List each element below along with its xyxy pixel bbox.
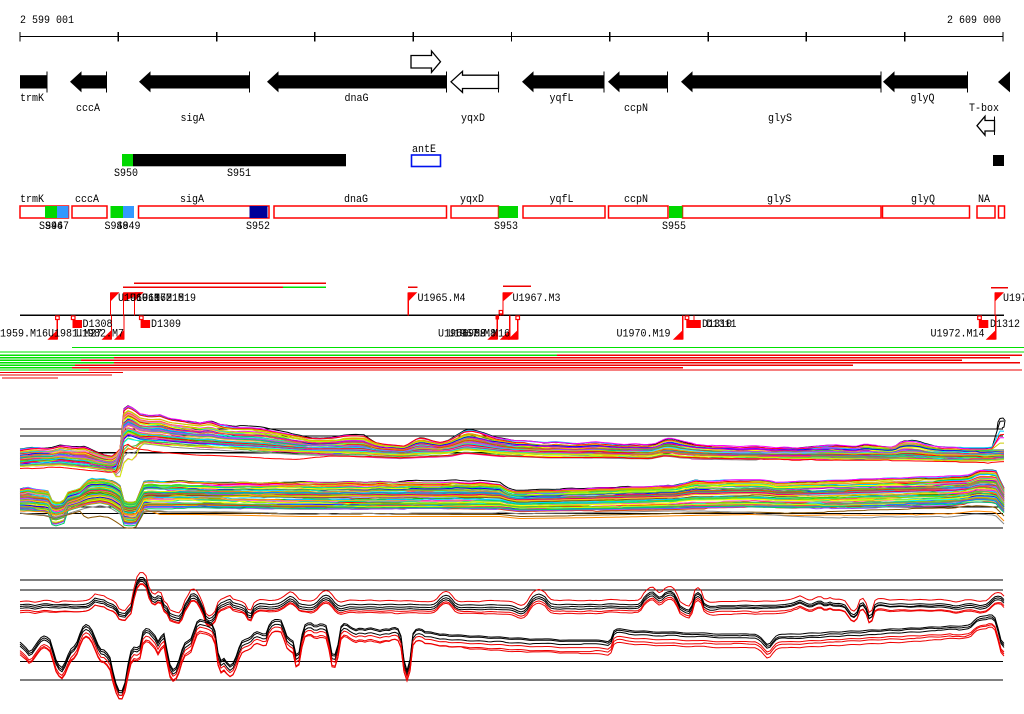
svg-text:U1968.M16: U1968.M16 — [456, 329, 510, 341]
svg-text:glyS: glyS — [768, 113, 792, 125]
svg-text:glyS: glyS — [767, 194, 791, 206]
svg-text:yqxD: yqxD — [460, 194, 484, 206]
svg-text:sigA: sigA — [181, 113, 205, 125]
svg-text:U1981.M27: U1981.M27 — [48, 329, 102, 341]
svg-text:yqfL: yqfL — [550, 93, 574, 105]
svg-text:S949: S949 — [117, 221, 141, 233]
svg-text:ccpN: ccpN — [624, 194, 648, 206]
svg-text:ccpN: ccpN — [624, 103, 648, 115]
svg-text:U1967.M3: U1967.M3 — [513, 293, 561, 305]
svg-text:U1972.M4: U1972.M4 — [1003, 293, 1024, 305]
svg-text:dnaG: dnaG — [344, 194, 368, 206]
svg-text:2 599 001: 2 599 001 — [20, 15, 74, 27]
svg-text:U1967.M8: U1967.M8 — [448, 329, 496, 341]
svg-text:glyQ: glyQ — [911, 93, 935, 105]
svg-text:U1959.M16: U1959.M16 — [0, 329, 48, 341]
svg-text:dnaG: dnaG — [345, 93, 369, 105]
svg-text:antE: antE — [412, 144, 436, 156]
svg-text:S948: S948 — [105, 221, 129, 233]
svg-text:S947: S947 — [45, 221, 69, 233]
svg-text:D1310: D1310 — [702, 319, 732, 331]
svg-text:S952: S952 — [246, 221, 270, 233]
svg-text:D1311: D1311 — [707, 319, 737, 331]
svg-text:S946: S946 — [39, 221, 63, 233]
svg-text:yqfL: yqfL — [550, 194, 574, 206]
svg-text:trmK: trmK — [20, 93, 44, 105]
svg-text:U1965.M4: U1965.M4 — [418, 293, 466, 305]
svg-text:S951: S951 — [227, 168, 251, 180]
svg-text:glyQ: glyQ — [911, 194, 935, 206]
svg-text:U1982.M7: U1982.M7 — [76, 329, 124, 341]
svg-text:cccA: cccA — [76, 103, 100, 115]
svg-text:yqxD: yqxD — [461, 113, 485, 125]
svg-text:cccA: cccA — [75, 194, 99, 206]
svg-text:U1960.M7: U1960.M7 — [118, 293, 166, 305]
svg-text:S953: S953 — [494, 221, 518, 233]
svg-text:U1962.M19: U1962.M19 — [142, 293, 196, 305]
svg-text:S950: S950 — [114, 168, 138, 180]
svg-text:U1966.M9: U1966.M9 — [438, 329, 486, 341]
svg-text:2 609 000: 2 609 000 — [947, 15, 1001, 27]
svg-text:U1970.M19: U1970.M19 — [617, 329, 671, 341]
svg-text:U1972.M14: U1972.M14 — [931, 329, 985, 341]
svg-text:D1312: D1312 — [990, 319, 1020, 331]
svg-text:D1308: D1308 — [83, 319, 113, 331]
svg-text:NA: NA — [978, 194, 990, 206]
svg-text:D1309: D1309 — [151, 319, 181, 331]
svg-text:trmK: trmK — [20, 194, 44, 206]
svg-text:S955: S955 — [662, 221, 686, 233]
svg-text:U1961.M15: U1961.M15 — [130, 293, 184, 305]
svg-text:sigA: sigA — [180, 194, 204, 206]
svg-text:T-box: T-box — [969, 103, 999, 115]
